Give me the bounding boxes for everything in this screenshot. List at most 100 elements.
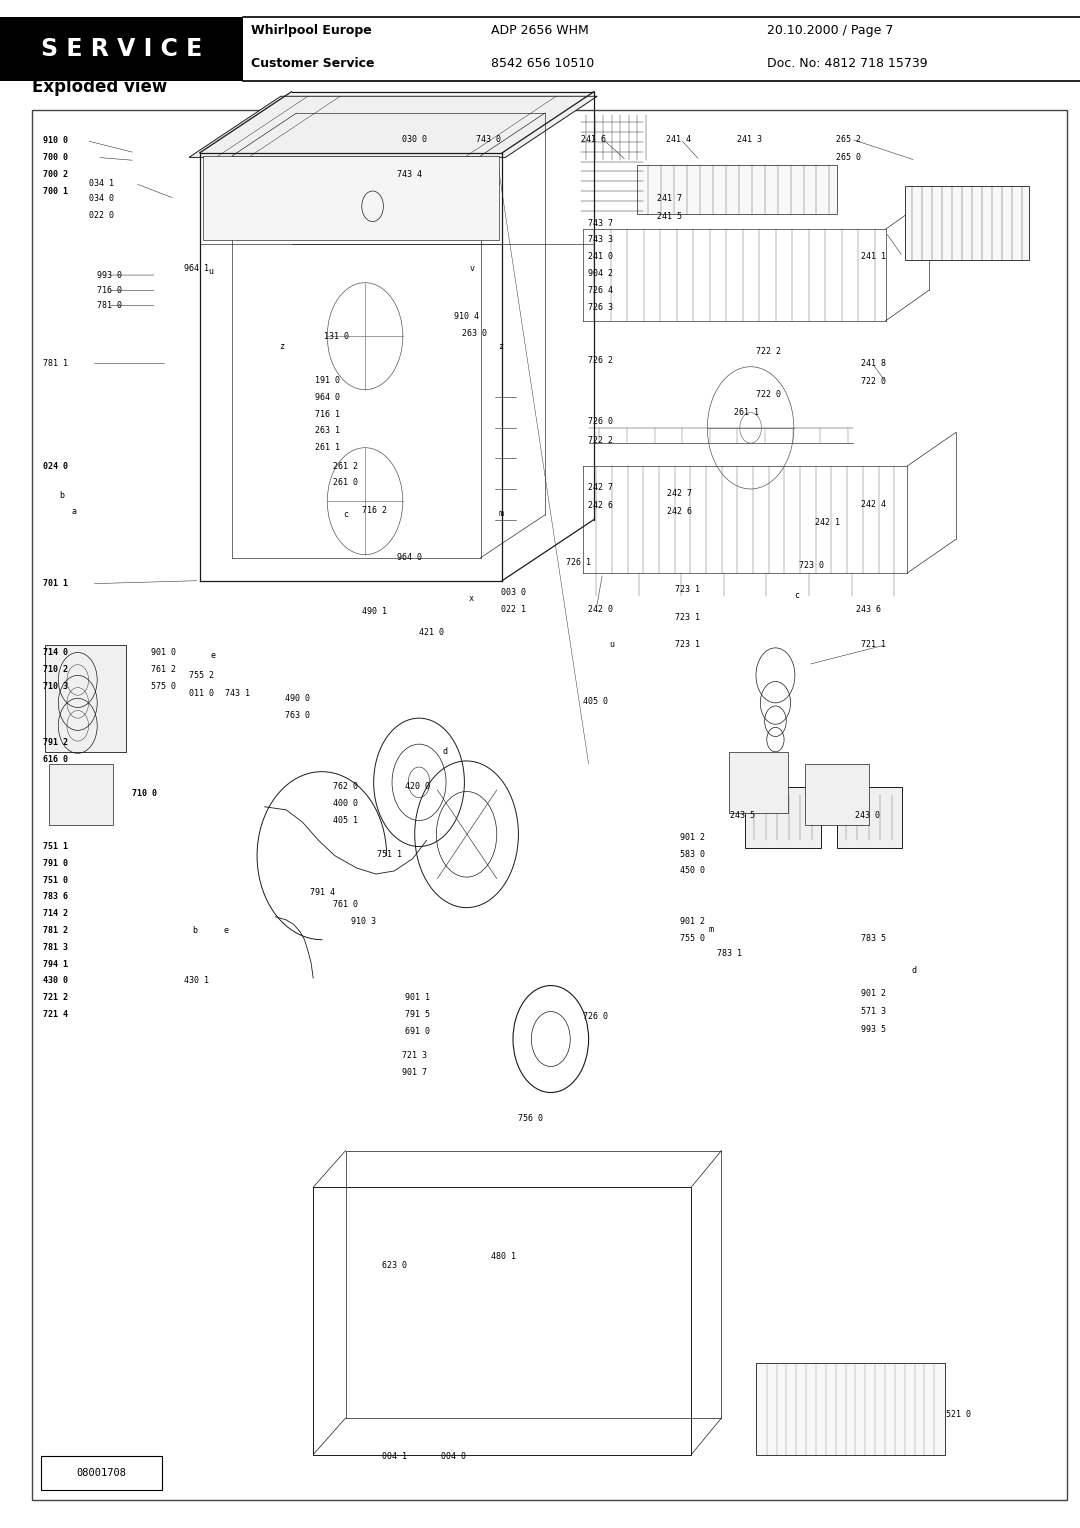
Text: 791 5: 791 5 <box>405 1010 430 1019</box>
Text: 726 0: 726 0 <box>588 417 612 426</box>
Text: 623 0: 623 0 <box>382 1261 407 1270</box>
Text: S E R V I C E: S E R V I C E <box>41 37 202 61</box>
Text: 910 3: 910 3 <box>351 917 376 926</box>
Text: 08001708: 08001708 <box>77 1468 126 1478</box>
Text: 242 6: 242 6 <box>588 501 612 510</box>
Text: 242 7: 242 7 <box>667 489 692 498</box>
Text: 405 1: 405 1 <box>333 816 357 825</box>
Text: 490 1: 490 1 <box>362 607 387 616</box>
Text: 265 0: 265 0 <box>836 153 861 162</box>
Text: 242 0: 242 0 <box>588 605 612 614</box>
Text: 583 0: 583 0 <box>680 850 705 859</box>
Text: 421 0: 421 0 <box>419 628 444 637</box>
Text: 242 4: 242 4 <box>861 500 886 509</box>
Text: u: u <box>208 267 214 277</box>
Text: 700 1: 700 1 <box>43 186 68 196</box>
Text: 405 0: 405 0 <box>583 697 608 706</box>
Text: 743 4: 743 4 <box>397 170 422 179</box>
Text: 241 3: 241 3 <box>737 134 761 144</box>
Polygon shape <box>189 96 597 157</box>
Text: 910 4: 910 4 <box>454 312 478 321</box>
Text: b: b <box>192 926 198 935</box>
Text: d: d <box>443 747 448 756</box>
Text: 241 4: 241 4 <box>666 134 691 144</box>
Bar <box>745 787 821 848</box>
Text: 993 5: 993 5 <box>861 1025 886 1034</box>
Text: 901 2: 901 2 <box>680 917 705 926</box>
Text: 723 0: 723 0 <box>799 561 824 570</box>
Text: 034 1: 034 1 <box>89 179 113 188</box>
Text: 714 0: 714 0 <box>43 648 68 657</box>
Text: 241 7: 241 7 <box>657 194 681 203</box>
Text: Exploded view: Exploded view <box>32 78 167 96</box>
Text: 024 0: 024 0 <box>43 461 68 471</box>
Text: 964 0: 964 0 <box>315 393 340 402</box>
Text: e: e <box>211 651 216 660</box>
Text: 003 0: 003 0 <box>501 588 526 597</box>
Bar <box>313 1187 691 1455</box>
Text: 722 2: 722 2 <box>588 435 612 445</box>
Text: 191 0: 191 0 <box>315 376 340 385</box>
Text: 901 1: 901 1 <box>405 993 430 1002</box>
Text: 263 0: 263 0 <box>462 329 487 338</box>
Text: 261 2: 261 2 <box>333 461 357 471</box>
Text: 022 1: 022 1 <box>501 605 526 614</box>
Text: 910 0: 910 0 <box>43 136 68 145</box>
Text: 716 0: 716 0 <box>97 286 122 295</box>
Text: 721 2: 721 2 <box>43 993 68 1002</box>
Text: e: e <box>224 926 229 935</box>
Text: 131 0: 131 0 <box>324 332 349 341</box>
Text: 762 0: 762 0 <box>333 782 357 792</box>
Text: 242 7: 242 7 <box>588 483 612 492</box>
Text: 8542 656 10510: 8542 656 10510 <box>491 57 595 70</box>
Text: 755 0: 755 0 <box>680 934 705 943</box>
Text: 430 1: 430 1 <box>184 976 208 986</box>
Text: 901 7: 901 7 <box>402 1068 427 1077</box>
Text: 781 1: 781 1 <box>43 359 68 368</box>
Text: 243 0: 243 0 <box>855 811 880 821</box>
Text: 420 0: 420 0 <box>405 782 430 792</box>
Text: 004 0: 004 0 <box>441 1452 465 1461</box>
Text: 743 0: 743 0 <box>476 134 501 144</box>
Text: 400 0: 400 0 <box>333 799 357 808</box>
Bar <box>45 645 126 752</box>
Text: 761 0: 761 0 <box>333 900 357 909</box>
Text: 261 1: 261 1 <box>315 443 340 452</box>
Text: d: d <box>912 966 917 975</box>
Bar <box>756 1363 945 1455</box>
Text: 716 2: 716 2 <box>362 506 387 515</box>
Text: 721 1: 721 1 <box>861 640 886 649</box>
Text: 710 2: 710 2 <box>43 665 68 674</box>
Text: 241 0: 241 0 <box>588 252 612 261</box>
Text: 993 0: 993 0 <box>97 270 122 280</box>
Text: 763 0: 763 0 <box>285 711 310 720</box>
Text: 743 7: 743 7 <box>588 219 612 228</box>
Text: 722 0: 722 0 <box>756 390 781 399</box>
Text: 743 1: 743 1 <box>225 689 249 698</box>
Text: 901 0: 901 0 <box>151 648 176 657</box>
Text: 243 6: 243 6 <box>856 605 881 614</box>
Text: 721 4: 721 4 <box>43 1010 68 1019</box>
Text: 751 1: 751 1 <box>377 850 402 859</box>
Text: 721 3: 721 3 <box>402 1051 427 1060</box>
Text: 743 3: 743 3 <box>588 235 612 244</box>
Text: 616 0: 616 0 <box>43 755 68 764</box>
Text: 781 0: 781 0 <box>97 301 122 310</box>
Text: 011 0: 011 0 <box>189 689 214 698</box>
Text: x: x <box>469 594 474 604</box>
Text: 751 1: 751 1 <box>43 842 68 851</box>
Text: Customer Service: Customer Service <box>251 57 374 70</box>
Text: 265 2: 265 2 <box>836 134 861 144</box>
Text: 430 0: 430 0 <box>43 976 68 986</box>
Bar <box>49 764 113 825</box>
Text: 726 4: 726 4 <box>588 286 612 295</box>
Text: 794 1: 794 1 <box>43 960 68 969</box>
Text: 710 0: 710 0 <box>132 788 157 798</box>
Text: 783 5: 783 5 <box>861 934 886 943</box>
Text: 722 0: 722 0 <box>861 377 886 387</box>
Text: 716 1: 716 1 <box>315 410 340 419</box>
Text: 243 5: 243 5 <box>730 811 755 821</box>
Text: 904 2: 904 2 <box>588 269 612 278</box>
Text: 030 0: 030 0 <box>402 134 427 144</box>
Bar <box>729 752 788 813</box>
